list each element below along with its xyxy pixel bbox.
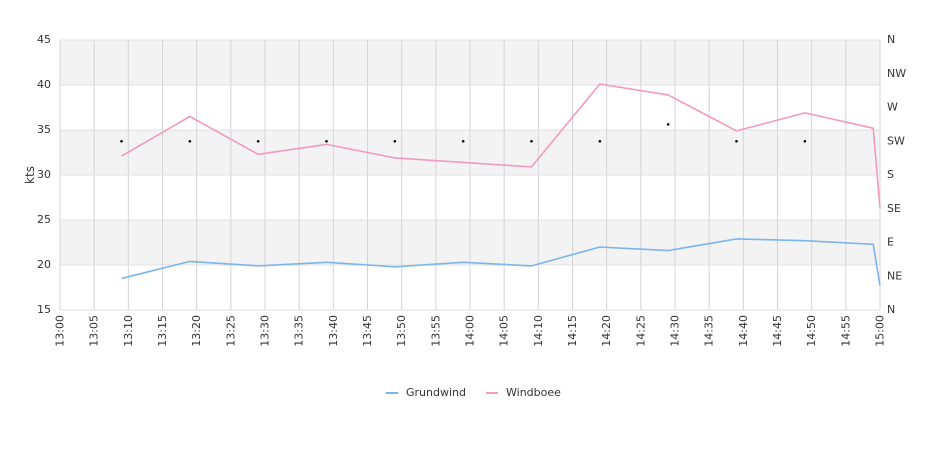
x-tick-label: 14:40	[737, 315, 750, 347]
direction-tick-label: SE	[887, 202, 901, 215]
y-tick-label: 25	[37, 213, 51, 226]
direction-marker	[735, 139, 738, 143]
direction-tick-label: SW	[887, 134, 905, 147]
x-tick-label: 13:20	[190, 315, 203, 347]
x-tick-label: 13:50	[395, 315, 408, 347]
x-tick-label: 14:00	[464, 315, 477, 347]
x-tick-label: 14:55	[839, 315, 852, 347]
legend-item-windboee: Windboee	[486, 386, 561, 399]
y-tick-label: 35	[37, 123, 51, 136]
direction-tick-label: N	[887, 33, 895, 46]
x-tick-label: 13:55	[429, 315, 442, 347]
legend: Grundwind Windboee	[386, 386, 561, 399]
series-line-grundwind	[121, 238, 881, 286]
direction-marker	[120, 139, 123, 143]
x-axis-ticks: 13:00 13:05 13:10 13:15 13:20 13:25 13:30 13:35…	[54, 315, 887, 347]
direction-marker	[666, 123, 670, 126]
direction-marker	[325, 139, 328, 143]
direction-tick-label: E	[887, 236, 894, 249]
y-axis-title: kts	[23, 166, 37, 184]
x-tick-label: 13:05	[88, 315, 101, 347]
direction-marker	[461, 139, 465, 143]
direction-axis-ticks: N NE E SE S SW W NW N	[887, 33, 906, 316]
direction-tick-label: N	[887, 303, 895, 316]
horizontal-gridlines	[60, 39, 880, 311]
y-tick-label: 20	[37, 258, 51, 271]
x-tick-label: 13:35	[293, 315, 306, 347]
x-tick-label: 14:15	[566, 315, 579, 347]
legend-label: Grundwind	[406, 386, 466, 399]
y-axis-ticks: 15 20 25 30 35 40 45	[37, 33, 51, 316]
x-tick-label: 13:30	[259, 315, 272, 347]
legend-label: Windboee	[506, 386, 561, 399]
x-tick-label: 13:15	[156, 315, 169, 347]
direction-marker	[256, 139, 260, 143]
x-tick-label: 14:10	[532, 315, 545, 347]
series-line-windboee	[121, 83, 881, 209]
x-tick-label: 14:20	[600, 315, 613, 347]
direction-markers	[120, 123, 807, 143]
y-tick-label: 40	[37, 78, 51, 91]
x-tick-label: 13:45	[361, 315, 374, 347]
x-tick-label: 13:10	[122, 315, 135, 347]
direction-tick-label: W	[887, 101, 898, 114]
x-tick-label: 14:30	[669, 315, 682, 347]
x-tick-label: 14:50	[805, 315, 818, 347]
x-tick-label: 14:25	[634, 315, 647, 347]
direction-marker	[803, 139, 807, 143]
x-tick-label: 13:00	[54, 315, 67, 347]
direction-tick-label: NE	[887, 269, 902, 282]
direction-marker	[530, 139, 533, 143]
y-tick-label: 45	[37, 33, 51, 46]
direction-marker	[188, 139, 192, 143]
x-tick-label: 15:00	[874, 315, 887, 347]
legend-item-grundwind: Grundwind	[386, 386, 466, 399]
direction-marker	[393, 139, 397, 143]
x-tick-label: 13:40	[327, 315, 340, 347]
x-tick-label: 14:35	[703, 315, 716, 347]
direction-marker	[598, 139, 602, 143]
x-tick-label: 14:45	[771, 315, 784, 347]
direction-tick-label: S	[887, 168, 894, 181]
y-tick-label: 30	[37, 168, 51, 181]
x-tick-label: 14:05	[498, 315, 511, 347]
direction-tick-label: NW	[887, 67, 906, 80]
x-tick-label: 13:25	[224, 315, 237, 347]
series-lines	[121, 83, 881, 286]
y-tick-label: 15	[37, 303, 51, 316]
